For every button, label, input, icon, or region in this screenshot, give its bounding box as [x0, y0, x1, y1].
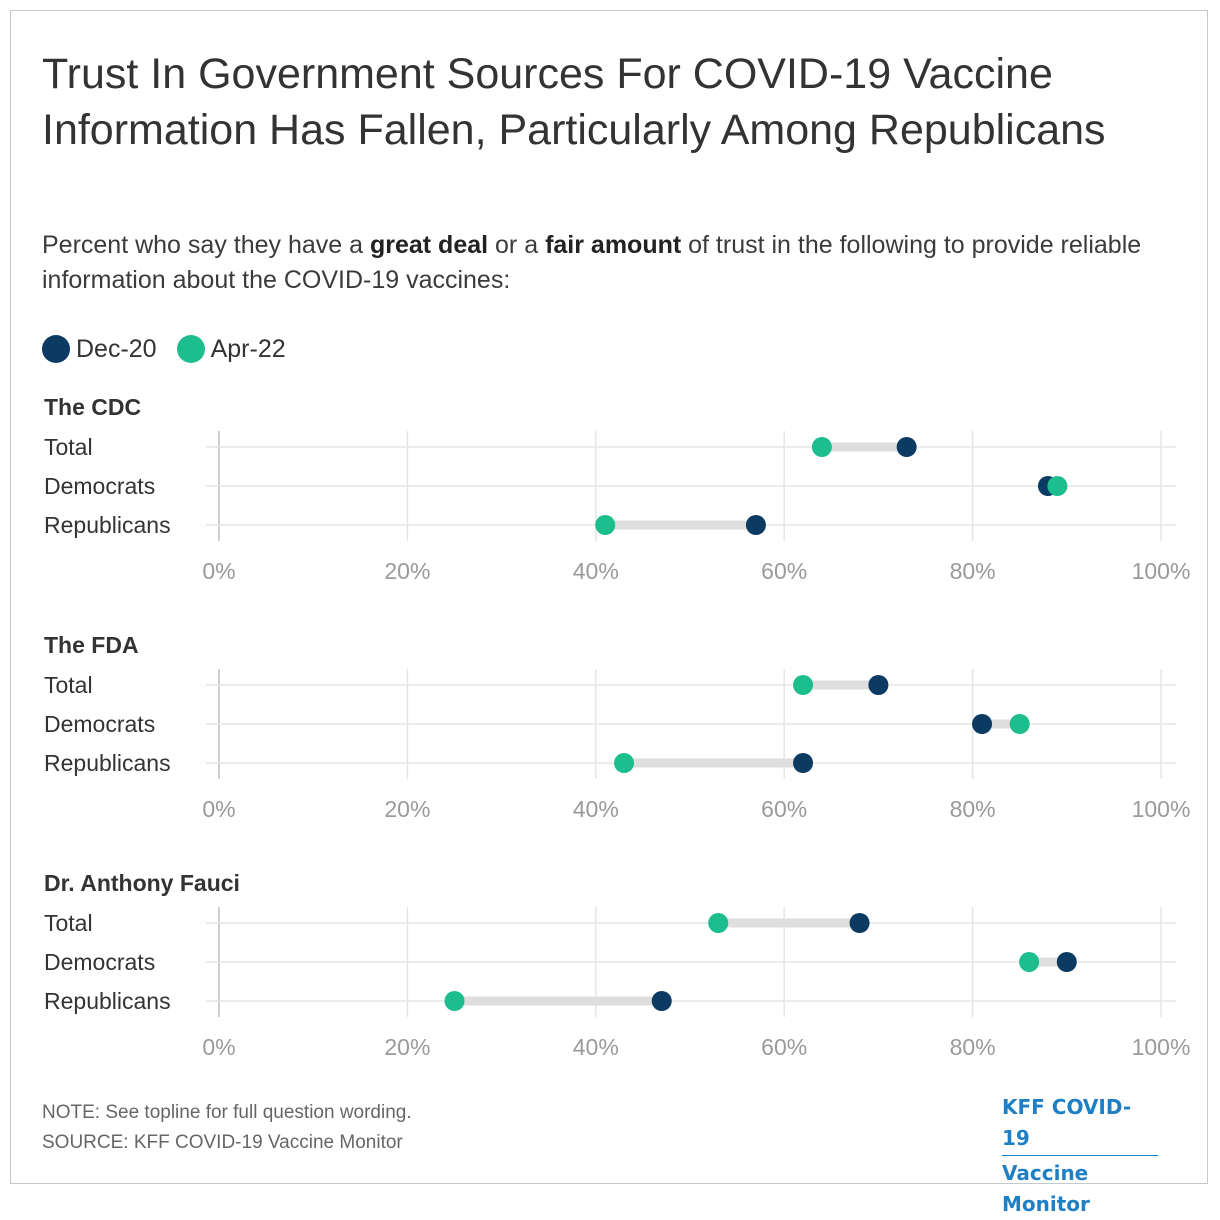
point-dec20 — [896, 437, 917, 457]
subtitle-bold-2: fair amount — [545, 231, 682, 259]
chart-subtitle: Percent who say they have a great deal o… — [42, 228, 1192, 298]
row-label: Democrats — [44, 711, 155, 737]
row-label: Democrats — [44, 949, 155, 975]
point-apr22 — [595, 515, 616, 535]
x-tick-label: 80% — [950, 1034, 996, 1060]
x-tick-label: 80% — [950, 796, 996, 822]
x-tick-label: 40% — [573, 558, 619, 584]
x-tick-label: 60% — [761, 558, 807, 584]
x-tick-label: 60% — [761, 796, 807, 822]
point-apr22 — [614, 753, 635, 773]
row-label: Democrats — [44, 473, 155, 499]
x-tick-label: 60% — [761, 1034, 807, 1060]
point-dec20 — [849, 913, 870, 933]
logo-line-1: KFF COVID-19 — [1002, 1092, 1158, 1156]
x-tick-label: 100% — [1132, 1034, 1191, 1060]
point-apr22 — [811, 437, 832, 457]
chart-title: Trust In Government Sources For COVID-19… — [42, 50, 1106, 154]
subtitle-text-1: Percent who say they have a — [42, 231, 370, 259]
x-tick-label: 0% — [202, 558, 235, 584]
point-apr22 — [1047, 476, 1068, 496]
point-apr22 — [793, 675, 814, 695]
x-tick-label: 20% — [384, 796, 430, 822]
dumbbell-chart: The CDC 0% 20% 40% 60% 80% 100% Total Democrats R… — [44, 394, 1191, 1060]
panel-title: The CDC — [44, 394, 141, 420]
x-tick-label: 0% — [202, 1034, 235, 1060]
row-label: Republicans — [44, 988, 171, 1014]
x-tick-label: 80% — [950, 558, 996, 584]
row-label: Republicans — [44, 750, 171, 776]
subtitle-bold-1: great deal — [369, 231, 489, 259]
row-label: Total — [44, 672, 93, 698]
legend-label-dec20: Dec-20 — [76, 334, 157, 363]
point-apr22 — [444, 991, 465, 1011]
logo-line-2: Vaccine Monitor — [1002, 1161, 1090, 1216]
point-dec20 — [868, 675, 889, 695]
legend-item-dec20: Dec-20 — [42, 335, 157, 364]
point-apr22 — [1009, 714, 1030, 734]
legend-label-apr22: Apr-22 — [210, 334, 286, 363]
panel-title: The FDA — [44, 632, 139, 658]
x-tick-label: 0% — [202, 796, 235, 822]
x-tick-label: 100% — [1132, 796, 1191, 822]
legend-dot-apr22 — [176, 335, 205, 363]
kff-logo[interactable]: KFF COVID-19 Vaccine Monitor — [1002, 1092, 1178, 1220]
subtitle-text-3: of trust in the following to provide rel… — [42, 231, 1142, 294]
x-tick-label: 20% — [384, 1034, 430, 1060]
legend: Dec-20 Apr-22 — [42, 333, 306, 365]
row-label: Total — [44, 434, 93, 460]
legend-item-apr22: Apr-22 — [176, 334, 286, 364]
legend-dot-dec20 — [42, 335, 70, 363]
x-tick-label: 40% — [573, 796, 619, 822]
subtitle-text-2: or a — [488, 231, 546, 259]
point-dec20 — [972, 714, 993, 734]
x-tick-label: 100% — [1132, 558, 1191, 584]
point-apr22 — [708, 913, 729, 933]
point-apr22 — [1019, 952, 1040, 972]
point-dec20 — [745, 515, 766, 535]
chart-frame — [10, 10, 1208, 1184]
row-label: Total — [44, 910, 93, 936]
source-text: SOURCE: KFF COVID-19 Vaccine Monitor — [42, 1132, 403, 1153]
x-tick-label: 20% — [384, 558, 430, 584]
point-dec20 — [651, 991, 672, 1011]
note-text: NOTE: See topline for full question word… — [42, 1102, 412, 1123]
point-dec20 — [1056, 952, 1077, 972]
footnotes: NOTE: See topline for full question word… — [42, 1098, 412, 1158]
point-dec20 — [793, 753, 814, 773]
x-tick-label: 40% — [573, 1034, 619, 1060]
row-label: Republicans — [44, 512, 171, 538]
panel-title: Dr. Anthony Fauci — [44, 870, 240, 896]
